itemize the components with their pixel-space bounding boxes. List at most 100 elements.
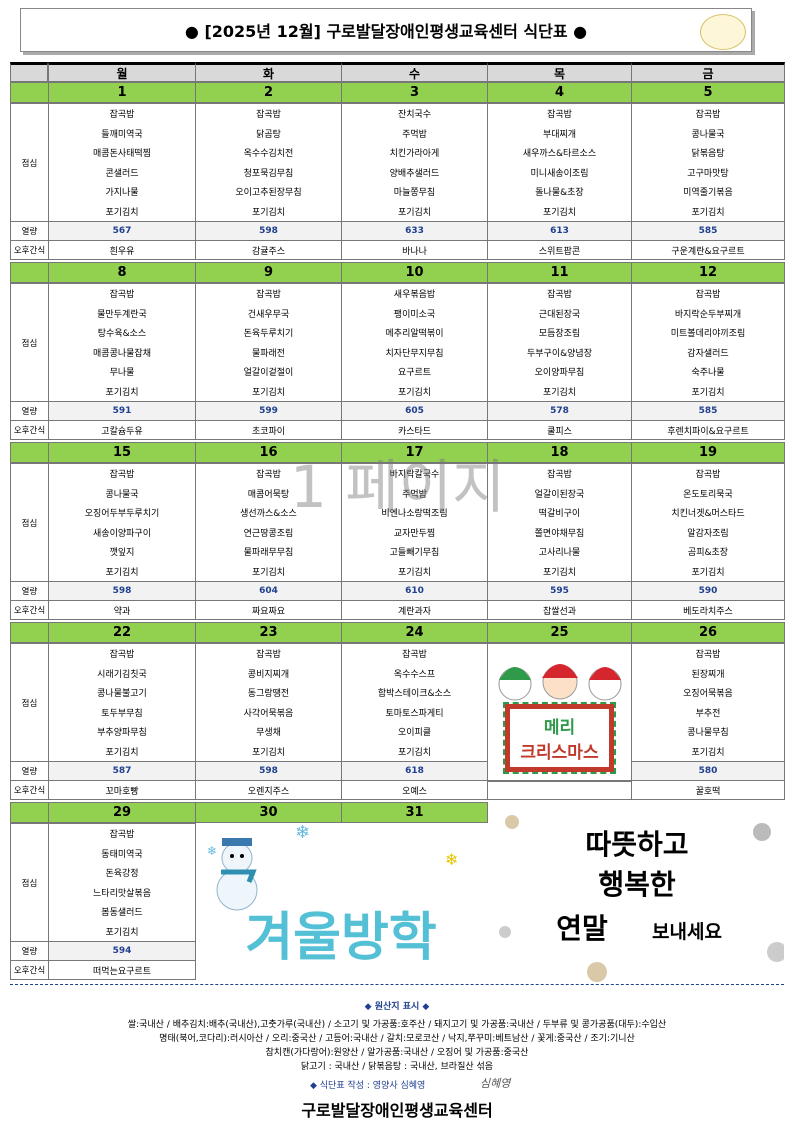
snack: 찹쌀선과: [487, 600, 632, 620]
menu-item: 바지락칼국수: [389, 470, 440, 481]
kcal: 604: [195, 581, 342, 601]
menu-item: 돈육두루치기: [243, 329, 294, 340]
lunch-cell: 잡곡밥 동태미역국 돈육강정 느타리맛살볶음 봄동샐러드 포기김치: [48, 823, 196, 942]
menu-item: 미니새송이조림: [530, 168, 589, 179]
snack: 바나나: [341, 240, 488, 260]
day-header: 금: [631, 62, 785, 82]
kcal: 585: [631, 401, 785, 421]
date: 17: [341, 442, 488, 463]
lunch-cell: 잡곡밥 근대된장국 모듬장조림 두부구이&양념장 오이양파무침 포기김치: [487, 283, 632, 402]
lunch-cell: 잡곡밥 콩비지찌개 동그랑땡전 사각어묵볶음 무생채 포기김치: [195, 643, 342, 762]
day-header: 수: [341, 62, 488, 82]
menu-item: 얼갈이겉절이: [243, 368, 294, 379]
svg-text:❄: ❄: [295, 822, 310, 843]
menu-item: 돈육강정: [105, 869, 139, 880]
menu-item: 물만두계란국: [97, 309, 147, 320]
menu-item: 깻잎지: [109, 548, 135, 559]
kcal: 590: [631, 581, 785, 601]
menu-item: 잡곡밥: [109, 650, 135, 661]
menu-item: 미역줄기볶음: [683, 188, 733, 199]
svg-text:❄: ❄: [445, 850, 458, 869]
menu-item: 콩나물국: [691, 129, 725, 140]
lunch-cell: 잡곡밥 콩나물국 닭볶음탕 고구마맛탕 미역줄기볶음 포기김치: [631, 103, 785, 222]
kcal: 595: [487, 581, 632, 601]
origin-line: 명태(북어,코다리):러시아산 / 오리:중국산 / 고등어:국내산 / 갈치:…: [159, 1034, 635, 1044]
lunch-cell: 잡곡밥 부대찌개 새우까스&타르소스 미니새송이조림 돌나물&초장 포기김치: [487, 103, 632, 222]
menu-item: 포기김치: [397, 747, 432, 758]
date: 4: [487, 82, 632, 103]
lunch-cell: 잡곡밥 건새우무국 돈육두루치기 물파래전 얼갈이겉절이 포기김치: [195, 283, 342, 402]
snack: 고칼슘두유: [48, 420, 196, 440]
menu-item: 잡곡밥: [695, 470, 721, 481]
menu-item: 건새우무국: [247, 309, 290, 320]
date: 12: [631, 262, 785, 283]
date: 18: [487, 442, 632, 463]
menu-item: 마늘쫑무침: [393, 188, 436, 199]
kcal: 567: [48, 221, 196, 241]
date: 16: [195, 442, 342, 463]
menu-item: 콩나물불고기: [97, 689, 147, 700]
menu-item: 포기김치: [105, 387, 139, 398]
menu-item: 닭곰탕: [256, 129, 281, 140]
author: ◆ 식단표 작성 : 영양사 심혜영: [310, 1081, 426, 1091]
lunch-cell: 잡곡밥 들깨미역국 매콤돈사태떡찜 콘샐러드 가지나물 포기김치: [48, 103, 196, 222]
menu-item: 양배추샐러드: [389, 168, 440, 179]
row-label: 점심: [10, 283, 49, 402]
menu-item: 잡곡밥: [695, 650, 721, 661]
menu-item: 옥수수김치전: [243, 149, 294, 160]
menu-item: 콩나물국: [105, 489, 139, 500]
menu-item: 잡곡밥: [402, 650, 427, 661]
row-label: 오후간식: [10, 240, 49, 260]
menu-item: 잡곡밥: [256, 290, 281, 301]
menu-item: 포기김치: [542, 567, 577, 578]
snack: 스위트팝콘: [487, 240, 632, 260]
kcal: 585: [631, 221, 785, 241]
menu-item: 부추양파무침: [97, 728, 147, 739]
menu-item: 주먹밥: [402, 129, 427, 140]
menu-item: 부대찌개: [542, 129, 577, 140]
snack: 오렌지주스: [195, 780, 342, 800]
snack: 오예스: [341, 780, 488, 800]
row-label: 점심: [10, 823, 49, 942]
snack: 쿨피스: [487, 420, 632, 440]
menu-item: 얼갈이된장국: [534, 489, 585, 500]
menu-item: 치킨너겟&머스타드: [671, 509, 745, 520]
menu-item: 바지락순두부찌개: [674, 309, 742, 320]
date: 31: [341, 802, 488, 823]
date: 10: [341, 262, 488, 283]
menu-item: 잡곡밥: [109, 830, 135, 841]
menu-item: 포기김치: [397, 567, 432, 578]
lunch-cell: 잡곡밥 닭곰탕 옥수수김치전 청포묵김무침 오이고추된장무침 포기김치: [195, 103, 342, 222]
menu-item: 포기김치: [397, 387, 432, 398]
menu-item: 잡곡밥: [256, 470, 281, 481]
date: 24: [341, 622, 488, 643]
row-label: 오후간식: [10, 960, 49, 980]
date: 19: [631, 442, 785, 463]
kcal: 599: [195, 401, 342, 421]
lunch-cell: 잡곡밥 물만두계란국 탕수육&소스 매콤콩나물잡채 무나물 포기김치: [48, 283, 196, 402]
signature: 심혜영: [480, 1077, 511, 1090]
snack: 떠먹는요구르트: [48, 960, 196, 980]
date: 5: [631, 82, 785, 103]
year-end-banner: 따뜻하고 행복한 연말 보내세요: [499, 815, 784, 982]
kcal: 587: [48, 761, 196, 781]
snack: 감귤주스: [195, 240, 342, 260]
snack: 꼬마호빵: [48, 780, 196, 800]
origin-line: 닭고기 : 국내산 / 닭볶음탕 : 국내산, 브라질산 섞음: [300, 1062, 494, 1072]
kcal: 598: [195, 221, 342, 241]
menu-item: 탕수육&소스: [97, 329, 147, 340]
snack: 후렌치파이&요구르트: [631, 420, 785, 440]
menu-item: 돌나물&초장: [535, 188, 584, 199]
row-label: 오후간식: [10, 420, 49, 440]
greeting-line: 보내세요: [652, 921, 722, 943]
date-corner: [10, 622, 49, 643]
menu-item: 잡곡밥: [695, 110, 721, 121]
footer: ◆ 원산지 표시 ◆ 쌀:국내산 / 배추김치:배추(국내산),고춧가루(국내산…: [10, 984, 784, 1121]
menu-item: 매콤돈사태떡찜: [93, 149, 151, 160]
menu-item: 곰피&초장: [687, 548, 729, 559]
menu-item: 두부구이&양념장: [527, 348, 592, 359]
menu-item: 고사리나물: [538, 548, 581, 559]
menu-item: 잔치국수: [397, 110, 432, 121]
snack: 꿀호떡: [631, 780, 785, 800]
kcal: 578: [487, 401, 632, 421]
